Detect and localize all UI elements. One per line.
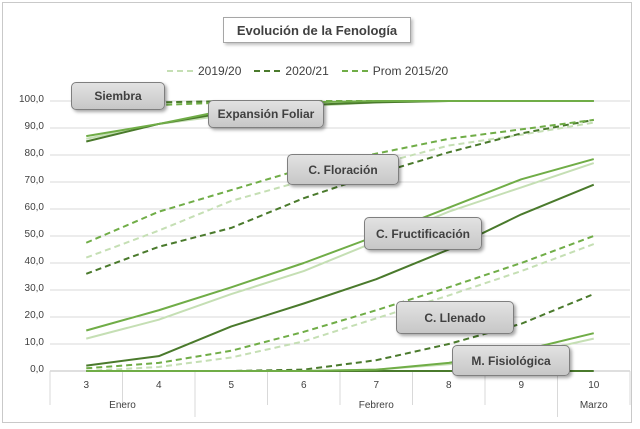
- x-tick-label: 10: [588, 380, 600, 391]
- series-line: [86, 183, 595, 367]
- y-tick-label: 0,0: [30, 364, 44, 375]
- stage-label: C. Floración: [287, 154, 399, 185]
- stage-label: Expansión Foliar: [208, 100, 324, 128]
- y-tick-label: 50,0: [24, 229, 44, 240]
- month-label: Febrero: [358, 400, 394, 411]
- legend-item: 2019/20: [166, 64, 241, 78]
- chart-legend: 2019/20 2020/21 Prom 2015/20: [166, 63, 460, 79]
- y-tick-label: 70,0: [24, 175, 44, 186]
- series-line: [86, 235, 595, 370]
- y-tick-label: 100,0: [18, 94, 44, 105]
- stage-label: C. Fructificación: [364, 217, 482, 250]
- y-tick-label: 20,0: [24, 310, 44, 321]
- month-label: Marzo: [579, 400, 608, 411]
- x-tick-label: 3: [83, 380, 90, 391]
- x-tick-label: 5: [228, 380, 235, 391]
- legend-label: Prom 2015/20: [372, 64, 449, 78]
- legend-item: 2020/21: [253, 64, 329, 78]
- x-tick-label: 6: [300, 380, 307, 391]
- series-line: [85, 118, 594, 244]
- series-line: [85, 162, 595, 340]
- month-label: Enero: [109, 400, 136, 411]
- series-line: [86, 100, 594, 138]
- series-line: [85, 121, 594, 259]
- x-tick-label: 9: [518, 380, 525, 391]
- legend-label: 2020/21: [285, 64, 329, 78]
- y-tick-label: 90,0: [24, 121, 44, 132]
- series-line: [85, 118, 594, 275]
- legend-swatch: [167, 70, 193, 72]
- stage-label: M. Fisiológica: [452, 345, 570, 376]
- y-tick-label: 30,0: [24, 283, 44, 294]
- stage-label: C. Llenado: [396, 301, 514, 334]
- series-line: [85, 158, 595, 332]
- legend-swatch: [341, 70, 368, 72]
- y-tick-label: 40,0: [24, 256, 44, 267]
- legend-swatch: [254, 70, 281, 72]
- y-tick-label: 80,0: [24, 148, 44, 159]
- legend-label: 2019/20: [198, 64, 242, 78]
- y-tick-label: 60,0: [24, 202, 44, 213]
- y-tick-label: 10,0: [24, 337, 44, 348]
- stage-label: Siembra: [71, 82, 165, 110]
- x-tick-label: 4: [155, 380, 162, 391]
- x-tick-label: 8: [445, 380, 452, 391]
- legend-item: Prom 2015/20: [341, 64, 448, 78]
- series-line: [86, 243, 595, 372]
- chart-title: Evolución de la Fenología: [223, 17, 411, 43]
- x-tick-label: 7: [373, 380, 380, 391]
